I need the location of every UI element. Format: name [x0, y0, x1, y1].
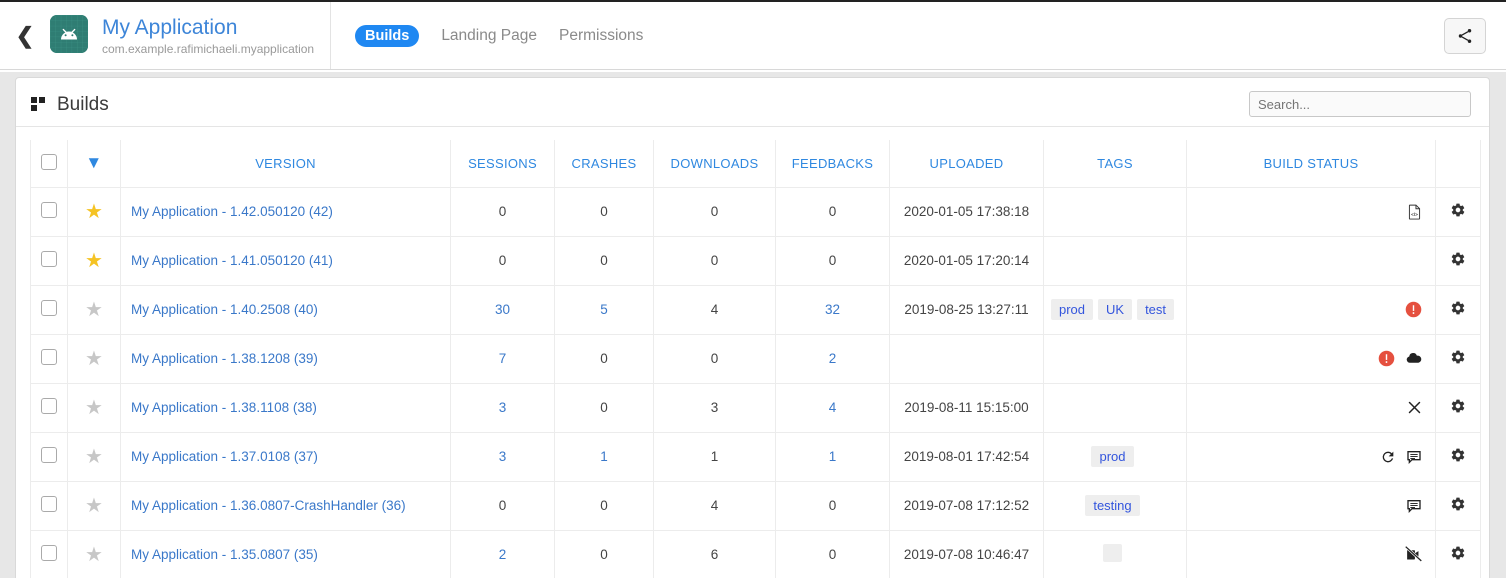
svg-text:</>: </>: [1411, 212, 1418, 217]
